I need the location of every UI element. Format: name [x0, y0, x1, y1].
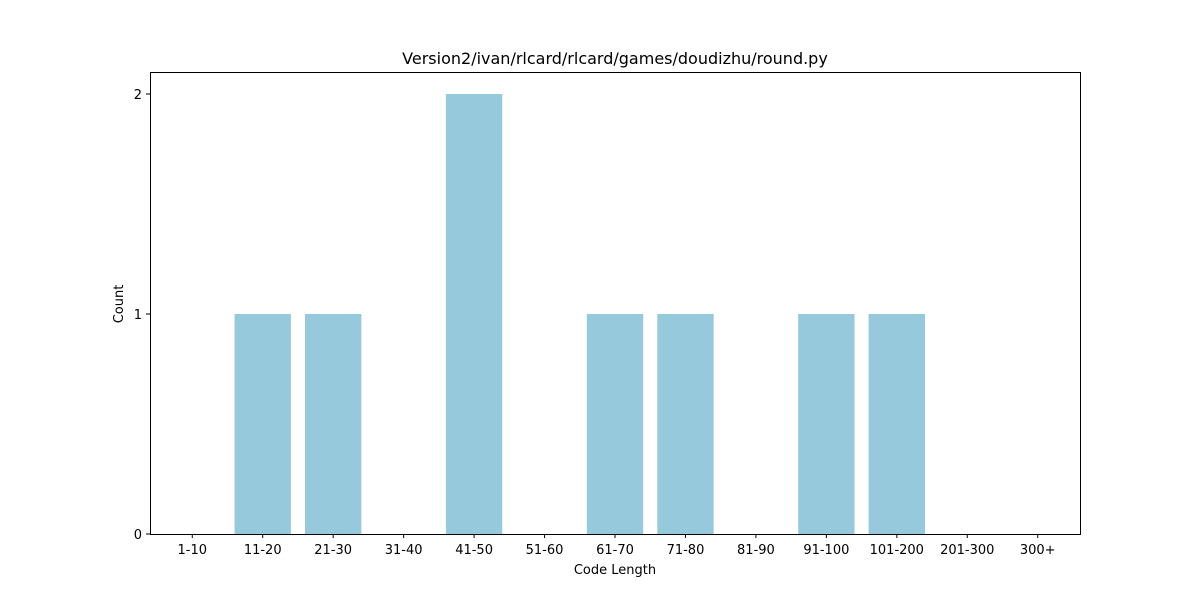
x-tick-label: 101-200 [870, 543, 924, 558]
bar-71-80 [657, 314, 714, 534]
x-axis-ticks: 1-10 11-20 21-30 31-40 41-50 51-60 61-70 71-80 8… [178, 534, 1056, 558]
y-tick-label: 1 [134, 308, 142, 323]
x-tick-label: 21-30 [314, 543, 352, 558]
x-tick-label: 1-10 [178, 543, 208, 558]
x-tick-label: 81-90 [737, 543, 775, 558]
x-tick-label: 71-80 [667, 543, 705, 558]
y-tick-label: 0 [134, 528, 142, 543]
x-tick-label: 300+ [1020, 543, 1056, 558]
bars-group [234, 94, 925, 534]
bar-91-100 [798, 314, 855, 534]
x-tick-label: 201-300 [940, 543, 994, 558]
x-tick-label: 91-100 [803, 543, 849, 558]
bar-61-70 [586, 314, 644, 534]
y-axis-label: Count [112, 285, 127, 324]
y-tick-label: 2 [134, 88, 142, 103]
bar-21-30 [305, 314, 362, 534]
bar-41-50 [445, 94, 503, 534]
x-axis-label: Code Length [574, 563, 656, 578]
x-tick-label: 31-40 [385, 543, 423, 558]
plot-frame [150, 72, 1081, 535]
x-tick-label: 11-20 [244, 543, 282, 558]
bar-11-20 [234, 314, 291, 534]
x-tick-label: 41-50 [455, 543, 493, 558]
chart-title: Version2/ivan/rlcard/rlcard/games/doudiz… [402, 49, 828, 68]
x-tick-label: 61-70 [596, 543, 634, 558]
x-tick-label: 51-60 [526, 543, 564, 558]
bar-101-200 [868, 314, 925, 534]
y-axis-ticks: 0 1 2 [134, 88, 150, 543]
